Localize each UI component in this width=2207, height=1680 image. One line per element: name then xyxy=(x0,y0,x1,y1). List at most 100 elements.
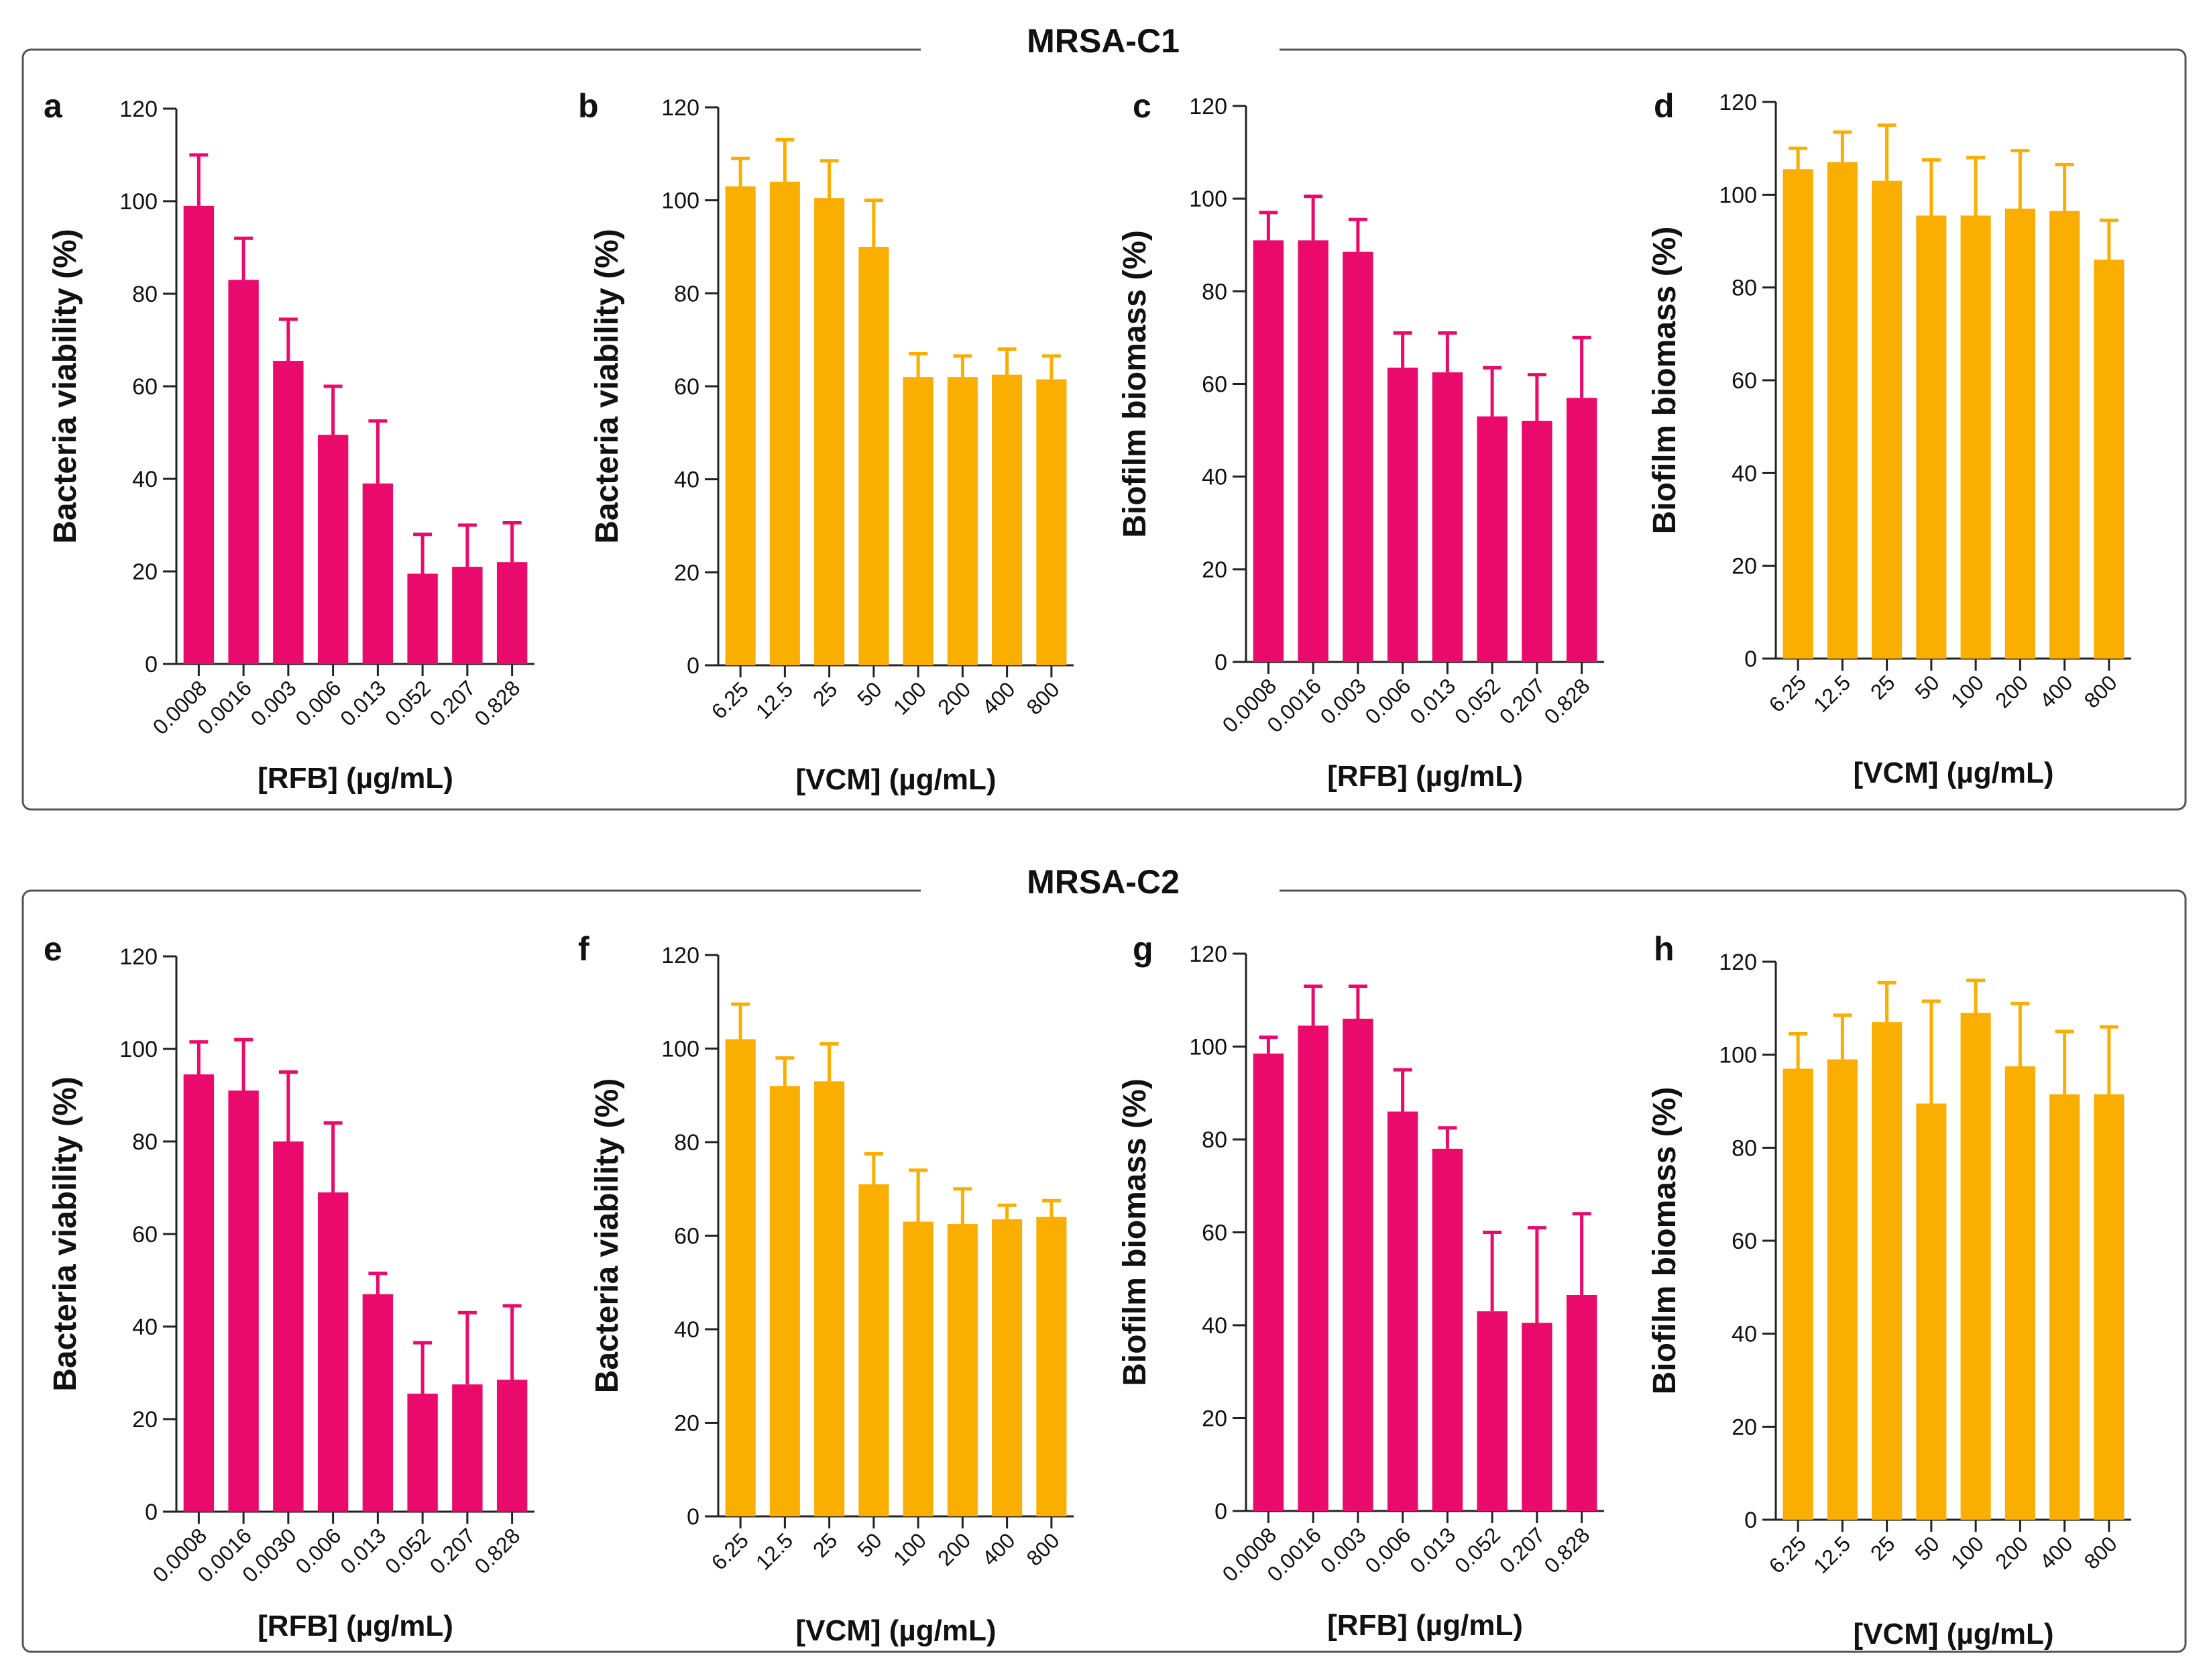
x-tick-label: 400 xyxy=(977,1528,1019,1570)
x-tick-label: 25 xyxy=(1866,670,1900,704)
y-tick-label: 80 xyxy=(674,1130,699,1156)
bar xyxy=(903,1221,933,1516)
y-tick-label: 0 xyxy=(687,1504,699,1530)
y-tick-label: 80 xyxy=(1732,1135,1757,1161)
bar xyxy=(1827,162,1858,659)
y-tick-label: 20 xyxy=(132,1407,158,1433)
y-tick-label: 100 xyxy=(1189,186,1227,212)
y-tick-label: 20 xyxy=(674,560,699,585)
bar xyxy=(496,562,528,664)
bar xyxy=(2094,1094,2125,1520)
bar xyxy=(183,205,215,664)
x-tick-label: 200 xyxy=(933,677,975,719)
chart-panel-f: f 0 20 40 60 80 100 120 Bacteria viability (%) 6.… xyxy=(578,930,1074,1647)
bar xyxy=(228,280,259,664)
bar xyxy=(814,1081,845,1516)
x-tick-label: 100 xyxy=(1946,670,1988,712)
bar xyxy=(814,198,845,665)
x-axis-title: [VCM] (µg/mL) xyxy=(795,763,996,796)
x-tick-label: 0.006 xyxy=(290,675,345,730)
y-tick-label: 80 xyxy=(1202,279,1227,304)
x-axis-title: [RFB] (µg/mL) xyxy=(258,762,453,795)
x-tick-label: 6.25 xyxy=(1764,1531,1811,1577)
y-tick-label: 120 xyxy=(1719,90,1757,115)
x-tick-label: 0.013 xyxy=(1405,1522,1460,1577)
y-tick-label: 40 xyxy=(674,467,699,493)
y-tick-label: 100 xyxy=(661,1037,699,1062)
y-tick-label: 40 xyxy=(132,1314,158,1340)
x-tick-label: 12.5 xyxy=(1809,1531,1855,1577)
y-tick-label: 60 xyxy=(132,374,158,400)
panel-label: d xyxy=(1654,87,1675,125)
x-tick-label: 50 xyxy=(852,1528,887,1562)
x-tick-label: 100 xyxy=(889,677,931,719)
bar xyxy=(317,1192,349,1512)
x-tick-label: 0.207 xyxy=(425,1523,480,1578)
y-tick-label: 60 xyxy=(674,374,699,400)
x-tick-label: 12.5 xyxy=(1809,670,1855,716)
x-tick-label: 6.25 xyxy=(707,677,753,723)
x-tick-label: 200 xyxy=(933,1528,975,1570)
bar xyxy=(1253,240,1284,662)
x-tick-label: 0.013 xyxy=(335,1523,390,1578)
bar xyxy=(452,567,483,664)
x-tick-label: 0.207 xyxy=(1495,673,1550,728)
bar xyxy=(452,1384,483,1512)
bar xyxy=(769,181,800,665)
panel-label: b xyxy=(578,87,599,125)
y-tick-label: 100 xyxy=(119,1037,158,1062)
panel-label: h xyxy=(1654,930,1675,968)
bar xyxy=(2094,260,2125,659)
y-tick-label: 120 xyxy=(661,95,699,121)
x-tick-label: 50 xyxy=(852,677,887,711)
x-axis-title: [RFB] (µg/mL) xyxy=(258,1610,453,1642)
bar xyxy=(1566,398,1597,662)
y-tick-label: 20 xyxy=(1732,1414,1757,1440)
bar xyxy=(1782,1068,1813,1520)
y-tick-label: 20 xyxy=(1202,557,1227,583)
y-axis-title: Bacteria viability (%) xyxy=(589,1078,625,1394)
bar xyxy=(769,1086,800,1516)
x-tick-label: 0.828 xyxy=(469,1523,524,1578)
bar xyxy=(1872,1022,1903,1520)
y-tick-label: 80 xyxy=(1732,276,1757,301)
chart-panel-e: e 0 20 40 60 80 100 120 Bacteria viability (%) 0.… xyxy=(44,930,534,1642)
chart-panel-b: b 0 20 40 60 80 100 120 Bacteria viability (%) 6.… xyxy=(578,87,1074,796)
y-tick-label: 20 xyxy=(1202,1406,1227,1432)
bar xyxy=(1522,1323,1552,1511)
bar xyxy=(317,435,349,664)
x-tick-label: 12.5 xyxy=(751,1528,797,1574)
group-title-mrsa-c2: MRSA-C2 xyxy=(1027,863,1180,901)
bar xyxy=(1960,215,1991,659)
panel-label: f xyxy=(578,930,589,968)
y-tick-label: 40 xyxy=(132,467,158,492)
y-tick-label: 120 xyxy=(119,97,158,122)
y-tick-label: 120 xyxy=(1719,950,1757,975)
y-tick-label: 100 xyxy=(1719,182,1757,208)
x-tick-label: 800 xyxy=(2080,670,2122,712)
x-tick-label: 0.006 xyxy=(290,1523,345,1578)
x-tick-label: 25 xyxy=(1866,1531,1900,1565)
y-tick-label: 80 xyxy=(674,281,699,306)
x-axis-title: [RFB] (µg/mL) xyxy=(1327,1609,1523,1642)
panel-label: e xyxy=(44,930,62,968)
y-tick-label: 80 xyxy=(1202,1127,1227,1153)
x-tick-label: 0.013 xyxy=(1405,673,1460,728)
y-tick-label: 100 xyxy=(1719,1043,1757,1068)
x-axis-title: [VCM] (µg/mL) xyxy=(1853,757,2053,789)
y-tick-label: 40 xyxy=(1202,1313,1227,1339)
x-tick-label: 0.828 xyxy=(1539,673,1594,728)
x-tick-label: 0.003 xyxy=(246,675,301,730)
x-tick-label: 100 xyxy=(1946,1531,1988,1573)
y-tick-label: 60 xyxy=(1202,372,1227,398)
bar xyxy=(2004,1066,2035,1520)
panel-label: g xyxy=(1133,930,1153,968)
bar xyxy=(947,377,978,665)
y-tick-label: 120 xyxy=(1189,942,1227,967)
bar xyxy=(1566,1294,1597,1511)
bar xyxy=(1872,180,1903,659)
x-tick-label: 0.052 xyxy=(380,1523,435,1578)
y-tick-label: 120 xyxy=(661,943,699,968)
